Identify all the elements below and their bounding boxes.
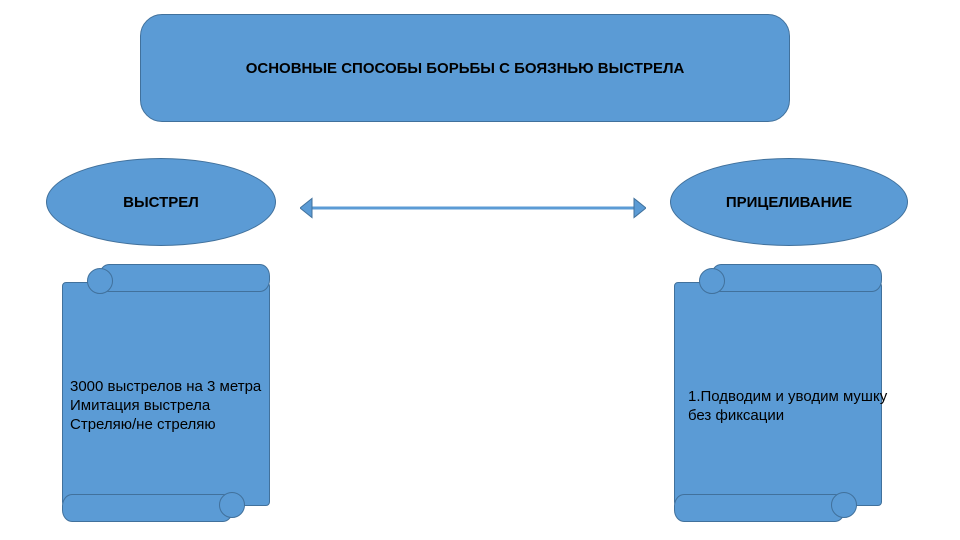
node-aiming-label: ПРИЦЕЛИВАНИЕ [726,194,852,211]
title-box: ОСНОВНЫЕ СПОСОБЫ БОРЬБЫ С БОЯЗНЬЮ ВЫСТРЕ… [140,14,790,122]
scroll-curl-bottom-inner [831,492,857,518]
scroll-curl-top [99,264,270,292]
scroll-shot-text: 3000 выстрелов на 3 метра Имитация выстр… [70,378,270,434]
node-shot-label: ВЫСТРЕЛ [123,194,199,211]
scroll-curl-top [711,264,882,292]
node-aiming: ПРИЦЕЛИВАНИЕ [670,158,908,246]
scroll-curl-bottom-inner [219,492,245,518]
title-text: ОСНОВНЫЕ СПОСОБЫ БОРЬБЫ С БОЯЗНЬЮ ВЫСТРЕ… [246,60,685,77]
scroll-curl-bottom [62,494,233,522]
double-arrow-icon [300,196,646,220]
scroll-curl-bottom [674,494,845,522]
diagram-canvas: ОСНОВНЫЕ СПОСОБЫ БОРЬБЫ С БОЯЗНЬЮ ВЫСТРЕ… [0,0,960,540]
double-arrow-connector [300,196,646,220]
scroll-aiming-text: 1.Подводим и уводим мушку без фиксации [688,388,888,426]
node-shot: ВЫСТРЕЛ [46,158,276,246]
